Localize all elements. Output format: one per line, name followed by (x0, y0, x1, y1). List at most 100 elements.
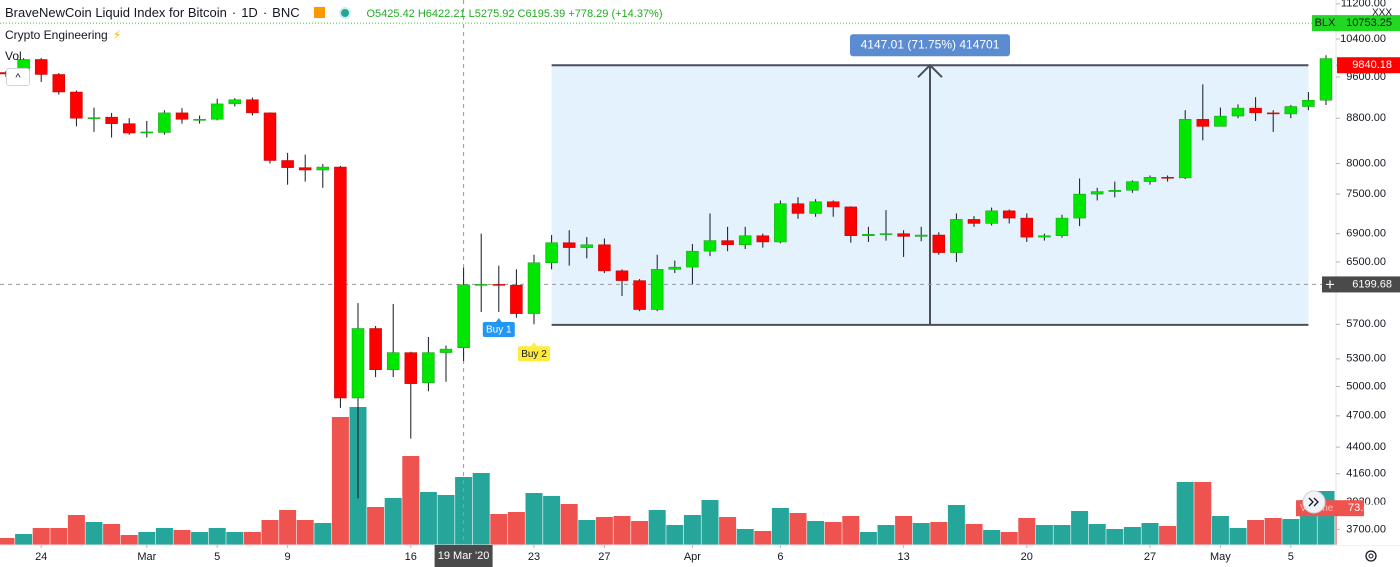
volume-bar (824, 522, 842, 545)
last-price-box (1337, 57, 1400, 74)
volume-bar (578, 520, 596, 545)
volume-bar (1247, 520, 1265, 545)
volume-bar (472, 473, 490, 545)
settings-icon[interactable] (1365, 550, 1377, 562)
indicator-name[interactable]: Vol (5, 49, 22, 63)
candle-body (1055, 217, 1069, 236)
volume-bar (314, 523, 332, 545)
marker-label: Buy 1 (486, 325, 512, 336)
candle-body (298, 167, 312, 171)
volume-bar (560, 504, 578, 545)
exchange: BNC (272, 5, 300, 20)
y-tick-label: 5700.00 (1346, 318, 1386, 330)
volume-bar (1000, 532, 1018, 545)
x-tick-label: 5 (1288, 551, 1294, 563)
candle-body (1108, 190, 1122, 192)
volume-indicator-row: Vol (5, 49, 27, 63)
y-tick-label: 4700.00 (1346, 410, 1386, 422)
candle-body (386, 352, 400, 370)
candle-body (1196, 119, 1210, 127)
volume-bar (85, 522, 103, 545)
candle-body (633, 280, 646, 310)
flag-icon[interactable] (314, 7, 326, 18)
marker-box (482, 321, 515, 337)
separator: · (231, 5, 237, 20)
candle-body (404, 352, 418, 384)
symbol-tag-label: BLX (1315, 17, 1336, 29)
candle-body (1214, 115, 1227, 127)
candle-body (105, 116, 118, 124)
volume-bar (1211, 516, 1229, 545)
marker-label: Buy 2 (521, 349, 547, 360)
x-tick-label: Apr (684, 551, 701, 563)
volume-bar (1035, 525, 1053, 545)
candle-body (879, 233, 893, 235)
volume-bar (402, 456, 420, 545)
x-tick-label: May (1210, 551, 1231, 563)
collapse-button[interactable]: ^ (6, 68, 30, 86)
candle-body (52, 74, 66, 93)
volume-bar (67, 515, 85, 545)
candle-body (316, 166, 330, 171)
candle-body (1161, 177, 1174, 179)
marker-box (518, 346, 550, 362)
volume-bar (155, 528, 173, 545)
candle-body (422, 352, 435, 383)
candle-body (774, 203, 787, 243)
candle-body (844, 206, 858, 236)
candle-body (1002, 210, 1016, 219)
x-tick-label: 6 (777, 551, 783, 563)
gear-center (1368, 553, 1374, 559)
y-tick-label: 5300.00 (1346, 353, 1386, 365)
volume-bar (983, 530, 1001, 545)
volume-bar (965, 524, 983, 545)
volume-bar (719, 517, 737, 545)
indicator-name[interactable]: Crypto Engineering (5, 28, 108, 42)
gear-icon[interactable] (1365, 550, 1377, 562)
candle-body (703, 240, 717, 252)
volume-bar (543, 496, 561, 545)
crosshair-plus (1326, 280, 1334, 289)
candle-body (598, 244, 611, 272)
volume-bar (1282, 519, 1300, 545)
y-tick-label: 3700.00 (1346, 523, 1386, 535)
volume-bar (807, 521, 825, 545)
scroll-button[interactable] (1302, 490, 1326, 514)
candle-body (738, 235, 752, 246)
measure-arrowhead (917, 63, 943, 78)
volume-bar (296, 520, 314, 545)
candle-body (562, 242, 576, 248)
volume-bar (1159, 526, 1177, 545)
y-tick-label: 4160.00 (1346, 468, 1386, 480)
scroll-circle[interactable] (1302, 490, 1326, 514)
volume-bar (1053, 525, 1071, 545)
volume-bar (261, 520, 279, 545)
candle-body (686, 250, 699, 268)
symbol-top-label: XXX (1372, 8, 1392, 19)
volume-bar (50, 528, 68, 545)
volume-bar (279, 510, 297, 545)
candle-body (862, 234, 875, 236)
candle-body (1302, 99, 1315, 107)
volume-bar (226, 532, 244, 545)
volume-bar (1106, 529, 1124, 545)
y-tick-label: 9600.00 (1346, 71, 1386, 83)
candle-body (263, 112, 277, 161)
volume-bar (384, 498, 402, 545)
volume-bar (1229, 528, 1247, 545)
candle-body (140, 131, 154, 134)
candle-body (228, 99, 242, 105)
volume-bar (1123, 527, 1141, 545)
candle-body (210, 103, 224, 120)
candle-body (826, 201, 840, 208)
x-tick-label: 20 (1021, 551, 1033, 563)
candle-body (1319, 58, 1333, 101)
crosshair-date-label: 19 Mar '20 (438, 550, 490, 562)
separator: · (262, 5, 268, 20)
crosshair-price-box (1337, 276, 1400, 293)
y-tick-label: 4400.00 (1346, 441, 1386, 453)
interval: 1D (241, 5, 258, 20)
